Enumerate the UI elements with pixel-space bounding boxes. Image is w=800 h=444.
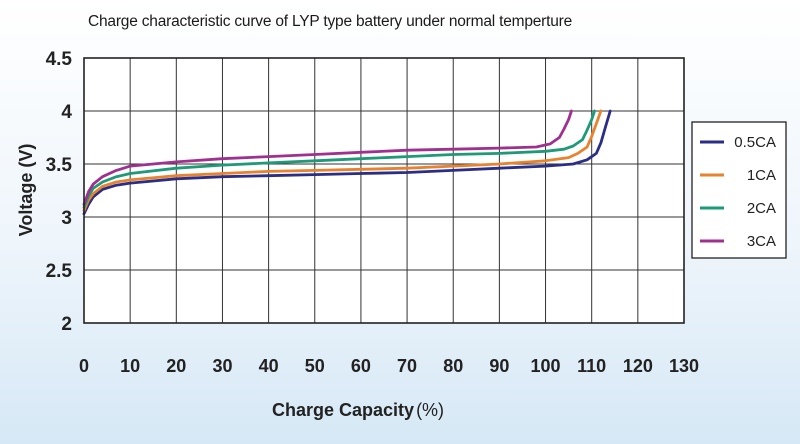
plot-area	[84, 58, 684, 323]
x-tick-label: 90	[489, 356, 509, 376]
x-tick-label: 40	[259, 356, 279, 376]
x-tick-label: 110	[577, 356, 606, 376]
x-tick-label: 130	[669, 356, 699, 376]
y-axis-label: Voltage (V)	[16, 144, 36, 237]
series-lines	[82, 109, 612, 216]
y-axis-ticks: 2 2.5 3 3.5 4 4.5	[46, 49, 73, 335]
y-tick-label: 3.5	[46, 155, 73, 176]
y-tick-label: 2	[61, 314, 72, 335]
series-line-1ca	[82, 109, 603, 212]
legend-box	[691, 121, 787, 259]
chart-title: Charge characteristic curve of LYP type …	[88, 13, 573, 30]
legend-entry-label: 0.5CA	[734, 134, 776, 151]
x-tick-label: 10	[120, 356, 140, 376]
x-tick-label: 50	[305, 356, 325, 376]
x-tick-label: 80	[443, 356, 463, 376]
x-tick-label: 70	[397, 356, 417, 376]
x-tick-label: 30	[212, 356, 232, 376]
x-tick-label: 100	[531, 356, 561, 376]
series-line-0.5ca	[82, 109, 612, 216]
x-tick-label: 60	[351, 356, 371, 376]
y-tick-label: 2.5	[46, 261, 73, 282]
x-axis-label-unit: (%)	[416, 400, 444, 420]
y-tick-label: 4.5	[46, 49, 73, 70]
x-axis-label-text: Charge Capacity	[272, 400, 414, 420]
x-tick-label: 120	[623, 356, 653, 376]
plot-border	[83, 57, 685, 324]
x-tick-label: 0	[79, 356, 89, 376]
series-line-3ca	[82, 109, 573, 206]
y-tick-label: 3	[61, 208, 72, 229]
series-line-2ca	[82, 109, 596, 209]
x-tick-label: 20	[166, 356, 186, 376]
y-tick-label: 4	[61, 102, 72, 123]
x-axis-label: Charge Capacity (%)	[272, 400, 444, 420]
legend-entry-label: 3CA	[747, 233, 776, 250]
x-axis-ticks: 0 10 20 30 40 50 60 70 80 90 100 110 120 130	[79, 356, 699, 376]
legend-entry-label: 1CA	[747, 167, 776, 184]
legend-entry-label: 2CA	[747, 200, 776, 217]
legend: 0.5CA 1CA 2CA 3CA	[691, 121, 787, 259]
